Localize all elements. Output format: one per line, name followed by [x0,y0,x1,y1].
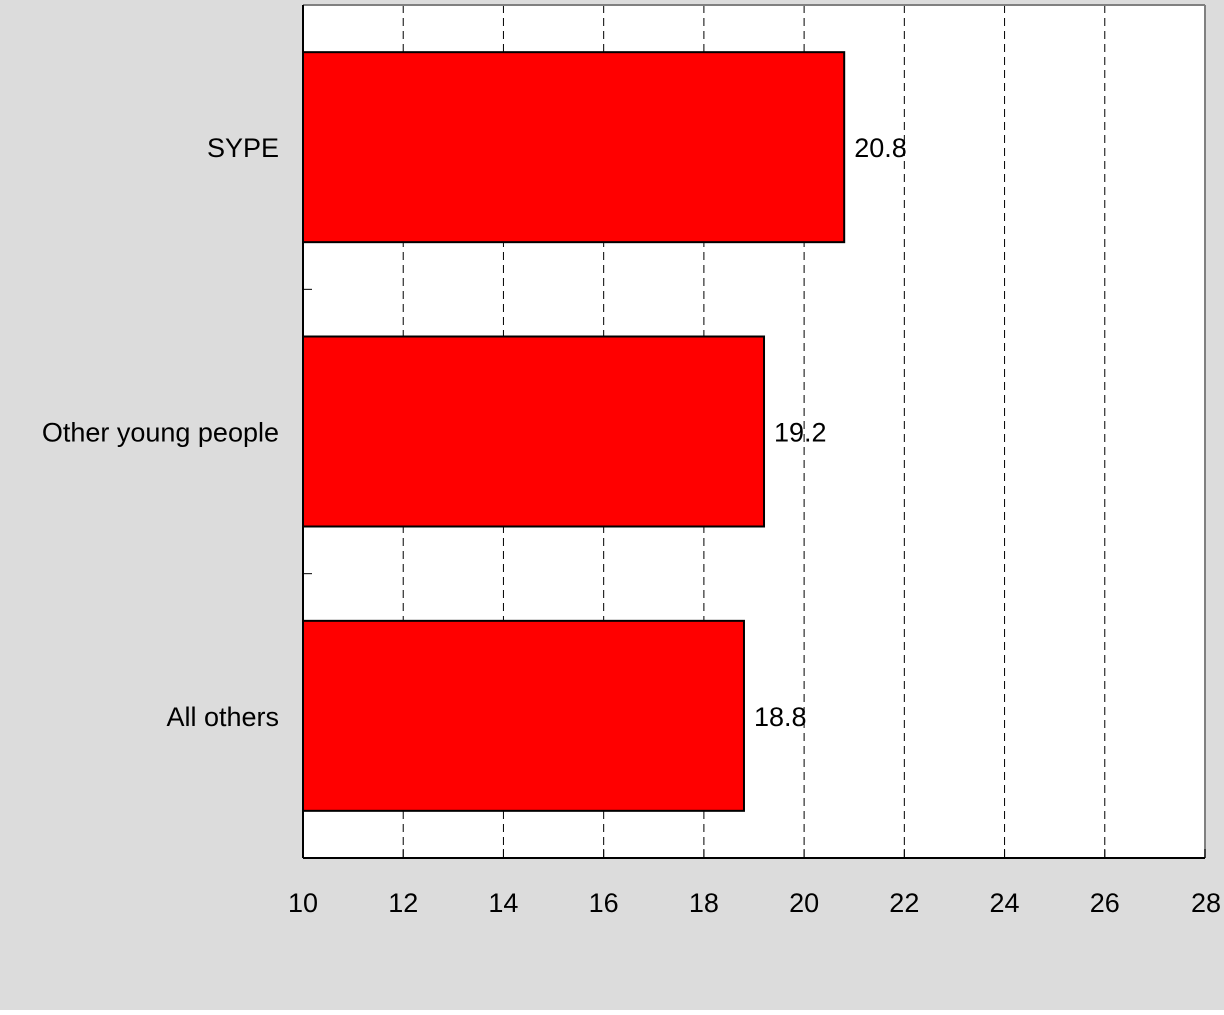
data-label: 20.8 [854,133,907,163]
axes [302,4,1206,859]
bar-2 [302,619,745,812]
bar-0 [302,51,846,244]
data-label: 19.2 [774,418,827,448]
category-label: Other young people [42,418,279,448]
x-tick-label: 14 [488,888,518,918]
x-tick-label: 20 [789,888,819,918]
bar-1 [302,335,766,528]
x-tick-label: 26 [1090,888,1120,918]
x-tick-label: 28 [1191,888,1221,918]
x-tick-label: 10 [288,888,318,918]
category-label: SYPE [207,133,279,163]
x-tick-label: 22 [889,888,919,918]
x-tick-label: 24 [990,888,1020,918]
category-label: All others [166,702,279,732]
bars [302,51,846,812]
labels: 20.8 SYPE 19.2 Other young people 18.8 All ot… [42,133,1221,918]
x-tick-label: 12 [388,888,418,918]
data-label: 18.8 [754,702,807,732]
x-tick-label: 16 [589,888,619,918]
x-tick-label: 18 [689,888,719,918]
